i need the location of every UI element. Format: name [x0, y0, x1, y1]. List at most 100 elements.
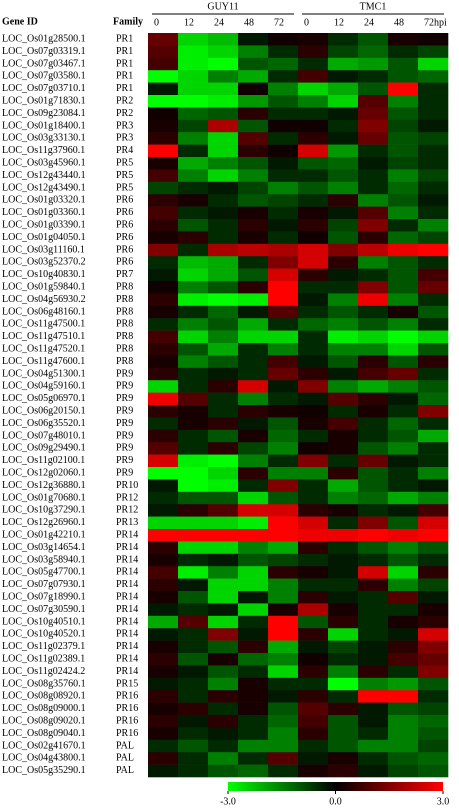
heatmap-cell [328, 764, 359, 778]
heatmap-cell [418, 653, 449, 666]
heatmap-cell [208, 429, 239, 443]
heatmap-cell [328, 553, 359, 567]
heatmap-cell [268, 516, 299, 530]
heatmap-cell [388, 132, 419, 145]
heatmap-cell [418, 132, 449, 145]
gene-label: LOC_Os01g03360.1 [2, 207, 86, 218]
gene-label: LOC_Os11g02389.1 [2, 653, 85, 664]
heatmap-cell [358, 566, 389, 579]
heatmap-cell [388, 169, 419, 183]
heatmap-cell [268, 181, 299, 195]
heatmap-cell [328, 467, 359, 480]
heatmap-cell [298, 702, 329, 716]
heatmap-cell [418, 169, 449, 183]
heatmap-cell [178, 677, 209, 691]
heatmap-cell [268, 132, 299, 145]
heatmap-cell [148, 268, 179, 282]
family-label: PR14 [116, 604, 138, 615]
heatmap-cell [388, 491, 419, 505]
heatmap-cell [148, 45, 179, 59]
column-label: 72hpi [424, 17, 447, 28]
heatmap-cell [238, 256, 269, 269]
gene-label: LOC_Os04g59160.1 [2, 381, 86, 392]
heatmap-cell [358, 293, 389, 307]
heatmap-cell [178, 243, 209, 257]
heatmap-cell [358, 107, 389, 121]
heatmap-cell [148, 429, 179, 443]
heatmap-cell [298, 231, 329, 245]
heatmap-cell [328, 169, 359, 183]
heatmap-cell [268, 653, 299, 666]
heatmap-cell [148, 752, 179, 765]
family-label: PR8 [116, 343, 133, 354]
heatmap-cell [268, 429, 299, 443]
heatmap-cell [328, 615, 359, 629]
heatmap-cell [268, 70, 299, 83]
heatmap-cell [268, 57, 299, 71]
heatmap-cell [328, 119, 359, 133]
heatmap-cell [358, 157, 389, 170]
heatmap-cell [388, 380, 419, 393]
heatmap-cell [418, 454, 449, 468]
heatmap-cell [208, 739, 239, 753]
heatmap-cell [178, 479, 209, 493]
heatmap-cell [178, 231, 209, 245]
heatmap-cell [178, 603, 209, 617]
heatmap-cell [208, 243, 239, 257]
heatmap-cell [418, 615, 449, 629]
heatmap-cell [298, 281, 329, 294]
heatmap-cell [208, 702, 239, 716]
heatmap-cell [418, 256, 449, 269]
heatmap-cell [208, 467, 239, 480]
heatmap-cell [298, 690, 329, 703]
heatmap-cell [178, 355, 209, 369]
heatmap-cell [418, 70, 449, 83]
heatmap-cell [148, 293, 179, 307]
heatmap-cell [298, 653, 329, 666]
heatmap-cell [148, 454, 179, 468]
heatmap-cell [388, 665, 419, 679]
heatmap-cell [148, 157, 179, 170]
heatmap-cell [208, 107, 239, 121]
heatmap-cell [238, 727, 269, 741]
heatmap-cell [238, 690, 269, 703]
gene-label: LOC_Os10g37290.1 [2, 505, 86, 516]
heatmap-cell [418, 367, 449, 381]
heatmap-cell [328, 690, 359, 703]
heatmap-cell [178, 219, 209, 232]
gene-label: LOC_Os10g40520.1 [2, 629, 86, 640]
heatmap-cell [298, 640, 329, 654]
heatmap-cell [418, 392, 449, 406]
heatmap-cell [268, 467, 299, 480]
heatmap-cell [418, 293, 449, 307]
heatmap-cell [328, 479, 359, 493]
heatmap-cell [418, 764, 449, 778]
heatmap-cell [238, 268, 269, 282]
heatmap-cell [298, 70, 329, 83]
heatmap-cell [388, 578, 419, 592]
gene-label: LOC_Os03g45960.1 [2, 157, 86, 168]
heatmap-cell [388, 157, 419, 170]
heatmap-cell [178, 157, 209, 170]
heatmap-cell [238, 640, 269, 654]
heatmap-cell [358, 268, 389, 282]
gene-label: LOC_Os01g18400.1 [2, 120, 86, 131]
heatmap-cell [178, 343, 209, 356]
heatmap-cell [298, 194, 329, 207]
heatmap-cell [148, 553, 179, 567]
heatmap-cell [388, 591, 419, 604]
heatmap-cell [298, 727, 329, 741]
gene-label: LOC_Os04g56930.2 [2, 294, 86, 305]
gene-label: LOC_Os11g02379.1 [2, 641, 85, 652]
heatmap-cell [328, 417, 359, 431]
heatmap-cell [178, 715, 209, 728]
heatmap-cell [268, 541, 299, 555]
heatmap-cell [298, 355, 329, 369]
heatmap-cell [418, 268, 449, 282]
heatmap-cell [298, 318, 329, 331]
family-label: PR6 [116, 207, 133, 218]
heatmap-cell [298, 764, 329, 778]
gene-label: LOC_Os07g03580.1 [2, 71, 86, 82]
family-label: PR14 [116, 666, 138, 677]
